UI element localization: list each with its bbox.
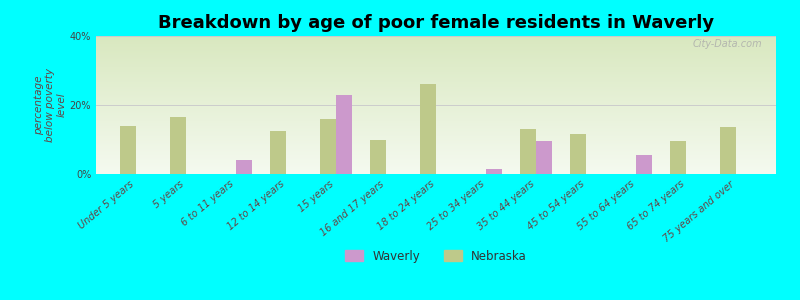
Title: Breakdown by age of poor female residents in Waverly: Breakdown by age of poor female resident… xyxy=(158,14,714,32)
Bar xyxy=(520,129,536,174)
Bar xyxy=(720,128,736,174)
Y-axis label: percentage
below poverty
level: percentage below poverty level xyxy=(34,68,67,142)
Bar xyxy=(370,140,386,174)
Bar xyxy=(420,84,436,174)
Bar xyxy=(670,141,686,174)
Text: City-Data.com: City-Data.com xyxy=(693,39,762,49)
Bar xyxy=(170,117,186,174)
Bar xyxy=(120,126,136,174)
Bar xyxy=(570,134,586,174)
Bar xyxy=(236,160,252,174)
Bar xyxy=(636,155,652,174)
Bar xyxy=(336,94,352,174)
Bar xyxy=(270,131,286,174)
Bar xyxy=(536,141,552,174)
Legend: Waverly, Nebraska: Waverly, Nebraska xyxy=(341,245,531,268)
Bar xyxy=(486,169,502,174)
Bar xyxy=(320,119,336,174)
